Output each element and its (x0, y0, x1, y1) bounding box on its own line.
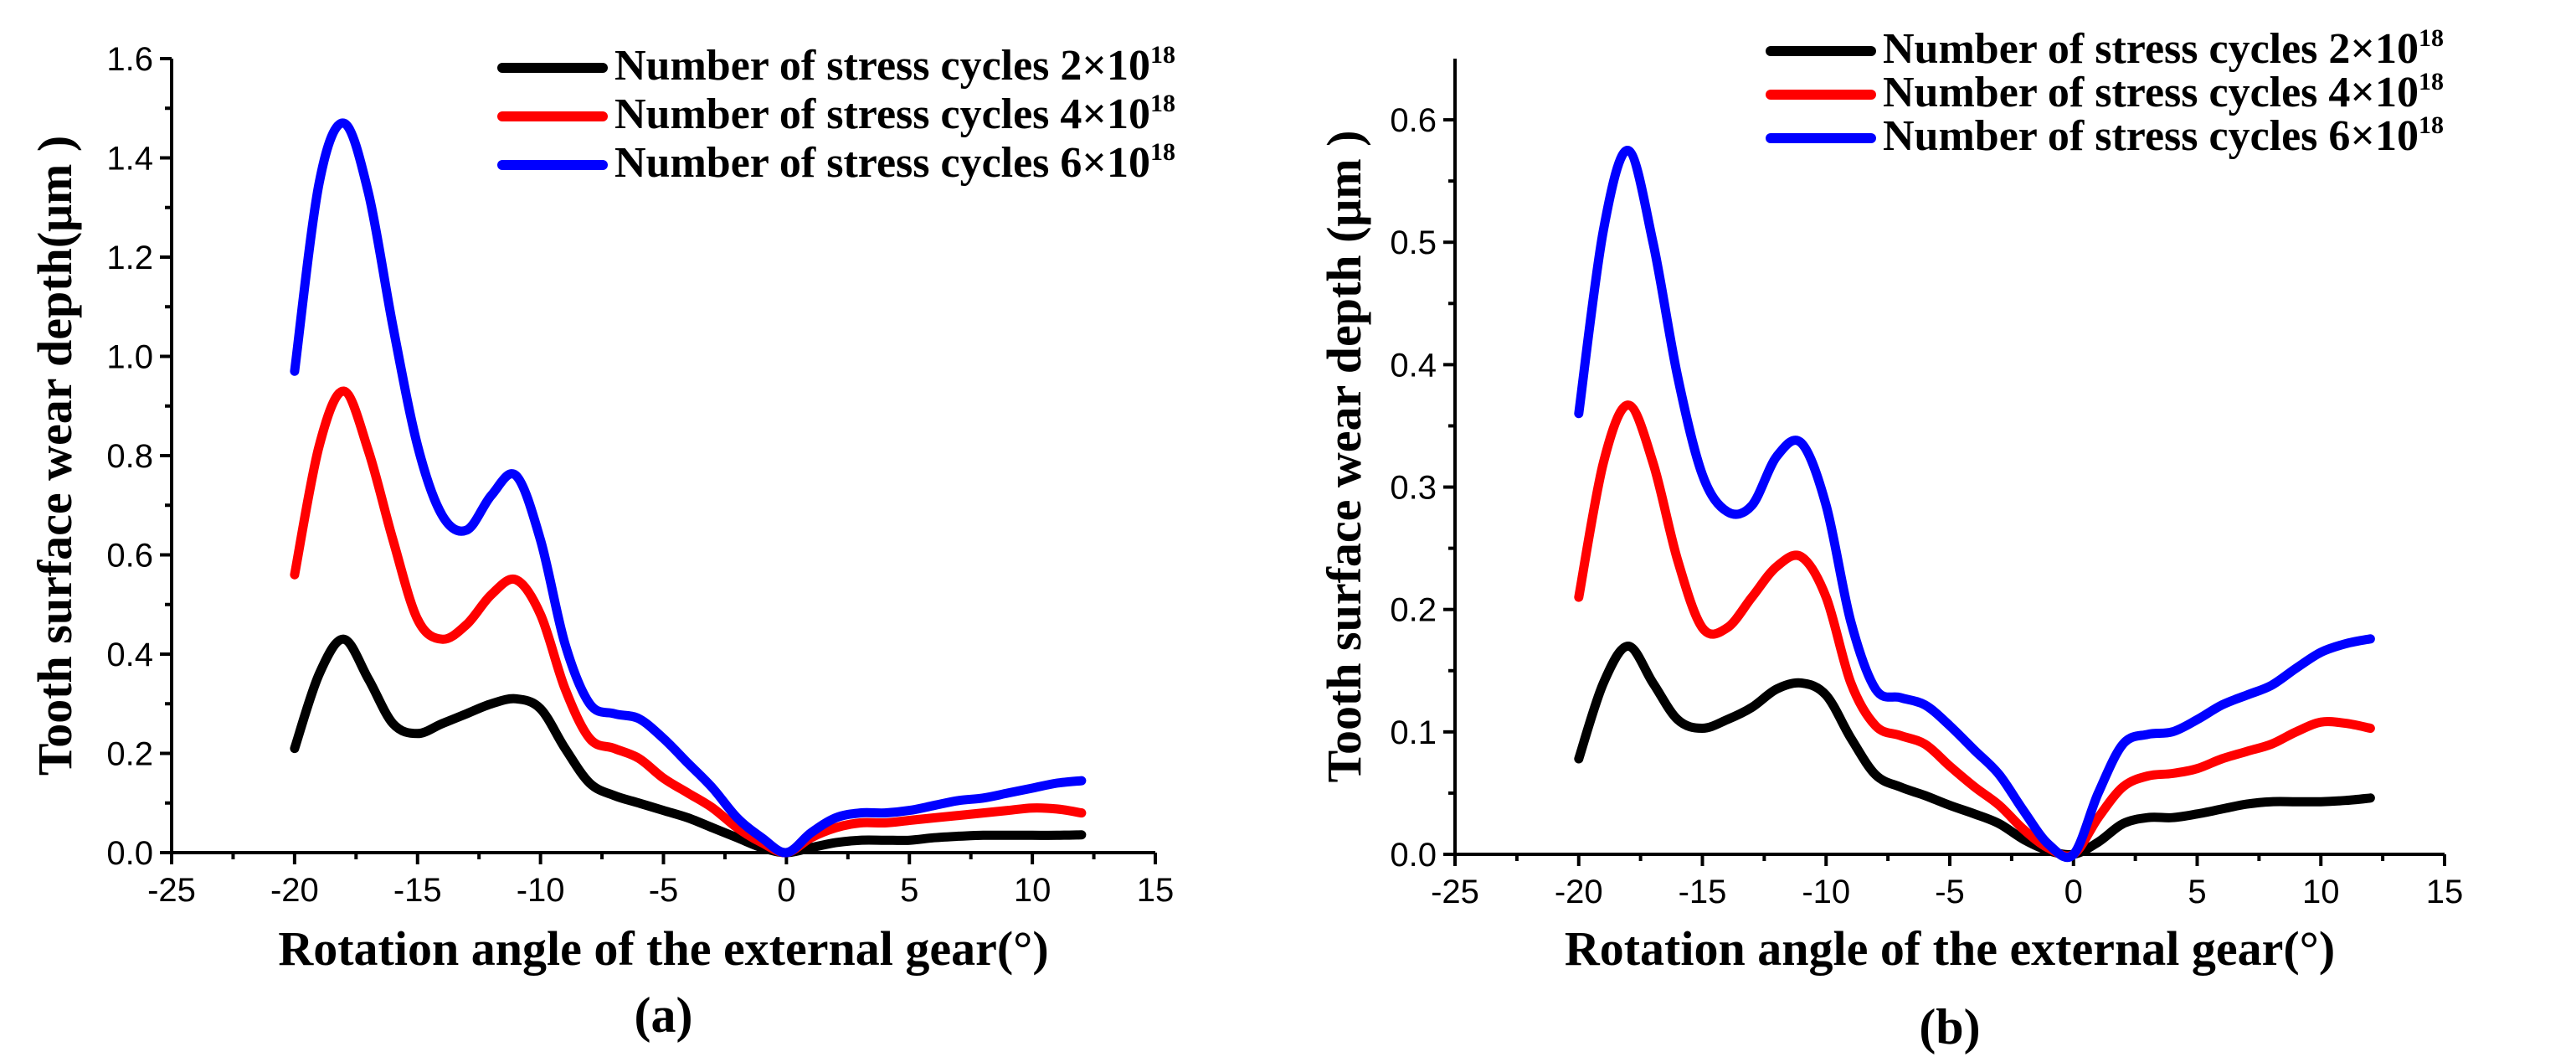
panel-label: (a) (635, 987, 693, 1043)
legend-exponent: 18 (1150, 138, 1175, 166)
series-line-1 (1574, 642, 2375, 859)
y-tick-label: 0.4 (1390, 347, 1437, 384)
panel-label: (b) (1919, 999, 1980, 1054)
legend-entry: Number of stress cycles 2×1018 (1883, 24, 2444, 73)
y-axis-title: Tooth surface wear depth (μm ) (1317, 131, 1371, 783)
chart-panel-b: -25 -20 -15 -10 -5 0 5 10 15 0.0 0.1 0.2 0.3 0.4 0.5 0.… (1317, 24, 2463, 1054)
y-tick-label: 0.0 (106, 835, 153, 872)
chart-panel-a: -25 -20 -15 -10 -5 0 5 10 15 0.0 0.2 0.4 0.6 0.8 1.0 1.… (28, 41, 1175, 1043)
x-axis-title: Rotation angle of the external gear(°) (1565, 921, 2335, 976)
series-line-3 (290, 118, 1087, 858)
legend-exponent: 18 (1150, 90, 1175, 117)
x-tick-label: -25 (1431, 874, 1479, 910)
x-tick-label: 5 (900, 872, 918, 909)
y-tick-label: 0.3 (1390, 470, 1437, 507)
legend-entry: Number of stress cycles 6×1018 (1883, 111, 2444, 160)
x-tick-label: 0 (2064, 874, 2083, 910)
legend-exponent: 18 (2419, 68, 2444, 95)
x-tick-label: -15 (1679, 874, 1727, 910)
x-tick-label: -10 (1802, 874, 1850, 910)
x-tick-label: 15 (1137, 872, 1175, 909)
y-tick-label: 0.5 (1390, 224, 1437, 261)
x-tick-label: 10 (2302, 874, 2340, 910)
y-tick-label: 0.6 (1390, 102, 1437, 139)
y-axis-title: Tooth surface wear depth(μm ) (28, 136, 82, 776)
series-line-3 (1574, 146, 2375, 863)
legend-entry: Number of stress cycles 4×1018 (1883, 68, 2444, 116)
x-tick-label: 0 (777, 872, 795, 909)
x-tick-label: 5 (2188, 874, 2206, 910)
x-tick-label: -20 (1555, 874, 1603, 910)
series-line-1 (290, 634, 1087, 858)
x-tick-label: -25 (147, 872, 196, 909)
x-tick-label: 15 (2426, 874, 2464, 910)
x-tick-label: -20 (270, 872, 319, 909)
y-tick-label: 0.4 (106, 637, 153, 673)
y-tick-label: 0.8 (106, 438, 153, 475)
legend-entry: Number of stress cycles 4×1018 (614, 90, 1175, 138)
series-line-2 (1574, 400, 2375, 861)
series-line-2 (290, 386, 1087, 858)
y-tick-label: 1.4 (106, 141, 153, 178)
legend-exponent: 18 (2419, 111, 2444, 139)
legend-exponent: 18 (1150, 41, 1175, 69)
y-tick-label: 0.2 (1390, 592, 1437, 629)
x-axis-title: Rotation angle of the external gear(°) (278, 921, 1048, 976)
x-tick-label: -5 (649, 872, 679, 909)
x-tick-label: -15 (393, 872, 442, 909)
y-tick-label: 1.6 (106, 41, 153, 78)
legend-exponent: 18 (2419, 24, 2444, 52)
y-tick-label: 0.1 (1390, 714, 1437, 751)
legend-entry: Number of stress cycles 6×1018 (614, 138, 1175, 187)
y-tick-label: 1.2 (106, 240, 153, 276)
y-tick-label: 0.0 (1390, 837, 1437, 874)
y-tick-label: 1.0 (106, 339, 153, 376)
x-tick-label: 10 (1014, 872, 1051, 909)
legend-entry: Number of stress cycles 2×1018 (614, 41, 1175, 90)
y-tick-label: 0.6 (106, 538, 153, 575)
y-tick-label: 0.2 (106, 736, 153, 773)
x-tick-label: -10 (517, 872, 565, 909)
x-tick-label: -5 (1935, 874, 1965, 910)
